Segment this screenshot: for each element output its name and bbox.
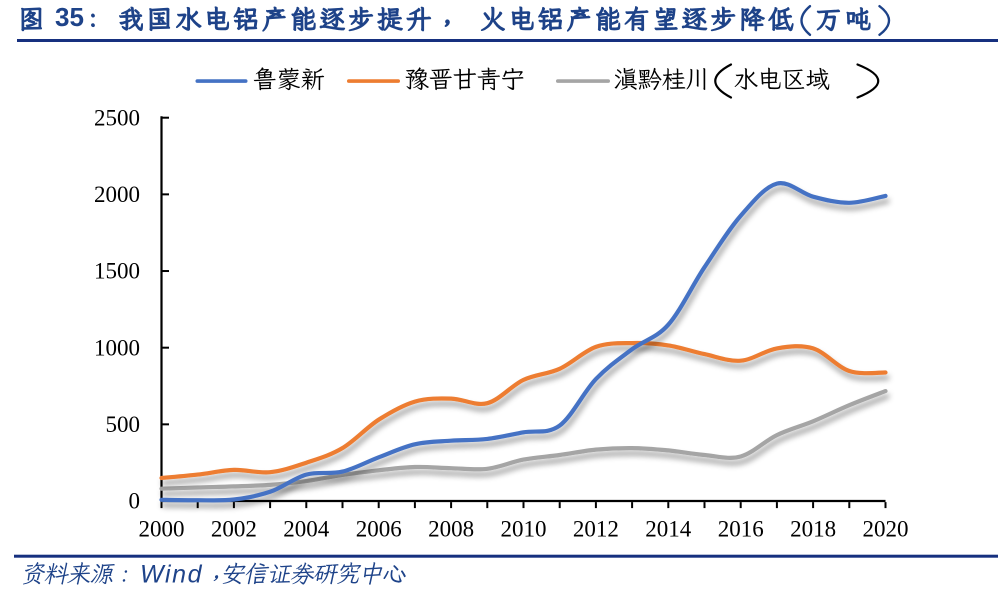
svg-text:2020: 2020	[863, 517, 909, 542]
svg-text:2000: 2000	[94, 182, 140, 207]
svg-text:0: 0	[129, 489, 141, 514]
svg-text:1500: 1500	[94, 259, 140, 284]
svg-text:2004: 2004	[283, 517, 330, 542]
svg-text:2006: 2006	[356, 517, 402, 542]
svg-text:2002: 2002	[211, 517, 257, 542]
svg-text:Wind: Wind	[140, 561, 203, 589]
svg-text:2016: 2016	[718, 517, 764, 542]
svg-text:2000: 2000	[139, 517, 185, 542]
svg-text:2010: 2010	[501, 517, 547, 542]
svg-text:2500: 2500	[94, 105, 140, 130]
svg-text:1000: 1000	[94, 335, 140, 360]
svg-text:2008: 2008	[428, 517, 474, 542]
svg-text:2014: 2014	[645, 517, 692, 542]
svg-text:35: 35	[55, 2, 84, 32]
svg-text:500: 500	[106, 412, 141, 437]
svg-text:2018: 2018	[790, 517, 836, 542]
svg-text:2012: 2012	[573, 517, 619, 542]
